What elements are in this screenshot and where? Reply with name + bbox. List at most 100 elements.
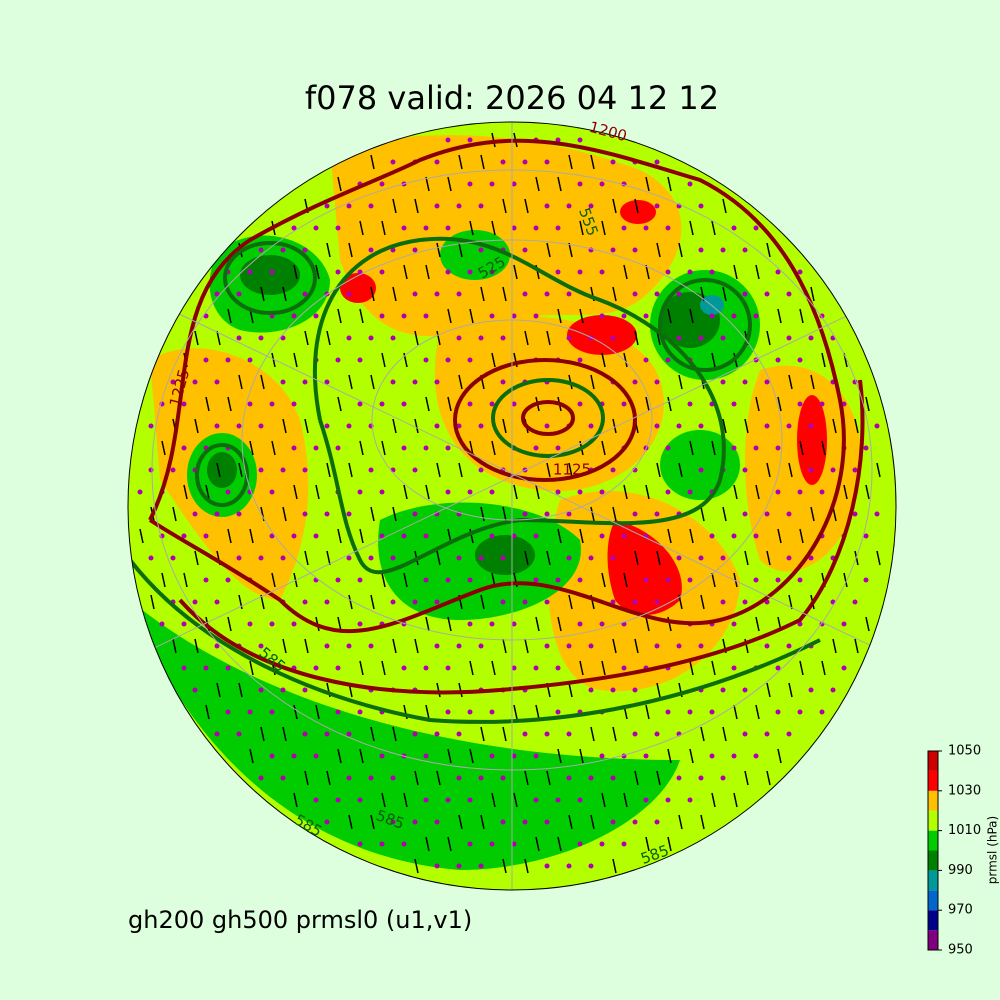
- wind-dot: [610, 819, 616, 825]
- wind-dot: [533, 313, 539, 319]
- wind-barb: [502, 726, 507, 742]
- wind-dot: [709, 533, 715, 539]
- wind-dot: [566, 555, 572, 561]
- wind-dot: [731, 753, 737, 759]
- wind-dot: [544, 291, 550, 297]
- wind-dot: [434, 379, 440, 385]
- wind-dot: [753, 313, 759, 319]
- wind-barb: [601, 440, 606, 456]
- wind-barb: [414, 330, 419, 346]
- wind-dot: [753, 753, 759, 759]
- wind-dot: [522, 819, 528, 825]
- wind-dot: [676, 643, 682, 649]
- wind-dot: [478, 775, 484, 781]
- wind-dot: [808, 423, 814, 429]
- wind-barb: [436, 770, 441, 786]
- wind-dot: [555, 665, 561, 671]
- wind-dot: [379, 181, 385, 187]
- wind-barb: [678, 814, 683, 830]
- wind-dot: [456, 335, 462, 341]
- wind-barb: [667, 836, 672, 852]
- wind-dot: [687, 269, 693, 275]
- wind-barb: [821, 352, 826, 368]
- wind-barb: [579, 748, 584, 764]
- wind-dot: [269, 401, 275, 407]
- wind-dot: [467, 797, 473, 803]
- wind-barb: [381, 440, 386, 456]
- wind-dot: [236, 291, 242, 297]
- wind-barb: [348, 462, 353, 478]
- wind-dot: [566, 731, 572, 737]
- wind-barb: [656, 242, 661, 258]
- wind-dot: [874, 511, 880, 517]
- wind-barb: [315, 264, 320, 280]
- wind-dot: [500, 555, 506, 561]
- wind-dot: [764, 643, 770, 649]
- wind-barb: [689, 528, 694, 544]
- colorbar-segment: [928, 870, 938, 891]
- wind-barb: [337, 396, 342, 412]
- wind-barb: [227, 308, 232, 324]
- wind-dot: [511, 225, 517, 231]
- wind-dot: [720, 599, 726, 605]
- wind-barb: [645, 836, 650, 852]
- wind-barb: [667, 748, 672, 764]
- wind-dot: [742, 379, 748, 385]
- wind-barb: [326, 770, 331, 786]
- wind-dot: [324, 599, 330, 605]
- wind-dot: [214, 291, 220, 297]
- wind-dot: [467, 137, 473, 143]
- wind-dot: [511, 841, 517, 847]
- wind-dot: [148, 423, 154, 429]
- wind-barb: [458, 462, 463, 478]
- globe-outline: [127, 121, 897, 891]
- wind-barb: [381, 220, 386, 236]
- wind-barb: [447, 748, 452, 764]
- wind-dot: [577, 797, 583, 803]
- wind-dot: [203, 357, 209, 363]
- wind-dot: [192, 687, 198, 693]
- wind-barb: [601, 220, 606, 236]
- wind-dot: [456, 203, 462, 209]
- wind-barb: [722, 418, 727, 434]
- graticule: [149, 122, 881, 890]
- wind-barb: [623, 484, 628, 500]
- wind-dot: [390, 775, 396, 781]
- wind-dot: [302, 467, 308, 473]
- wind-barb: [832, 638, 837, 654]
- wind-dot: [291, 445, 297, 451]
- wind-dot: [489, 313, 495, 319]
- wind-dot: [214, 379, 220, 385]
- wind-barb: [491, 132, 496, 148]
- wind-barb: [678, 242, 683, 258]
- wind-dot: [170, 555, 176, 561]
- wind-barb: [535, 836, 540, 852]
- wind-dot: [775, 269, 781, 275]
- wind-dot: [214, 511, 220, 517]
- wind-dot: [522, 731, 528, 737]
- wind-barb: [414, 198, 419, 214]
- wind-barb: [524, 858, 529, 874]
- wind-dot: [665, 269, 671, 275]
- wind-barb: [645, 264, 650, 280]
- colorbar-tick-label: 1010: [948, 823, 981, 838]
- wind-dot: [467, 357, 473, 363]
- wind-dot: [412, 599, 418, 605]
- wind-barb: [579, 308, 584, 324]
- wind-barb: [502, 198, 507, 214]
- wind-dot: [500, 819, 506, 825]
- wind-dot: [544, 731, 550, 737]
- wind-barb: [557, 528, 562, 544]
- wind-dot: [500, 159, 506, 165]
- wind-dot: [423, 357, 429, 363]
- wind-dot: [357, 357, 363, 363]
- wind-dot: [731, 621, 737, 627]
- wind-barb: [436, 242, 441, 258]
- wind-barb: [854, 418, 859, 434]
- wind-dot: [335, 357, 341, 363]
- wind-dot: [335, 269, 341, 275]
- wind-dot: [456, 643, 462, 649]
- wind-dot: [445, 357, 451, 363]
- wind-barb: [436, 462, 441, 478]
